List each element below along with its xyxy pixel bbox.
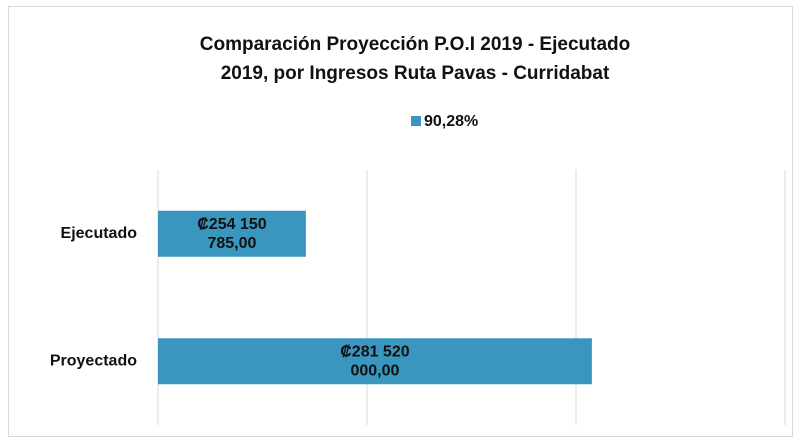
chart-title-line: Comparación Proyección P.O.I 2019 - Ejec… [200, 34, 630, 55]
legend-label: 90,28% [424, 113, 478, 130]
data-label-line: ₡254 150 [197, 216, 266, 233]
data-label: ₡281 520 000,00 [340, 343, 409, 379]
data-label-line: ₡281 520 [340, 343, 409, 360]
y-tick-label: Proyectado [50, 352, 137, 369]
chart-title-line: 2019, por Ingresos Ruta Pavas - Curridab… [221, 63, 610, 84]
data-label-line: 000,00 [350, 362, 399, 379]
legend-swatch [411, 116, 421, 126]
bar [158, 338, 592, 385]
data-label-line: 785,00 [207, 235, 256, 252]
bar [158, 210, 306, 257]
y-tick-label: Ejecutado [61, 225, 138, 242]
data-label: ₡254 150 785,00 [197, 216, 266, 252]
